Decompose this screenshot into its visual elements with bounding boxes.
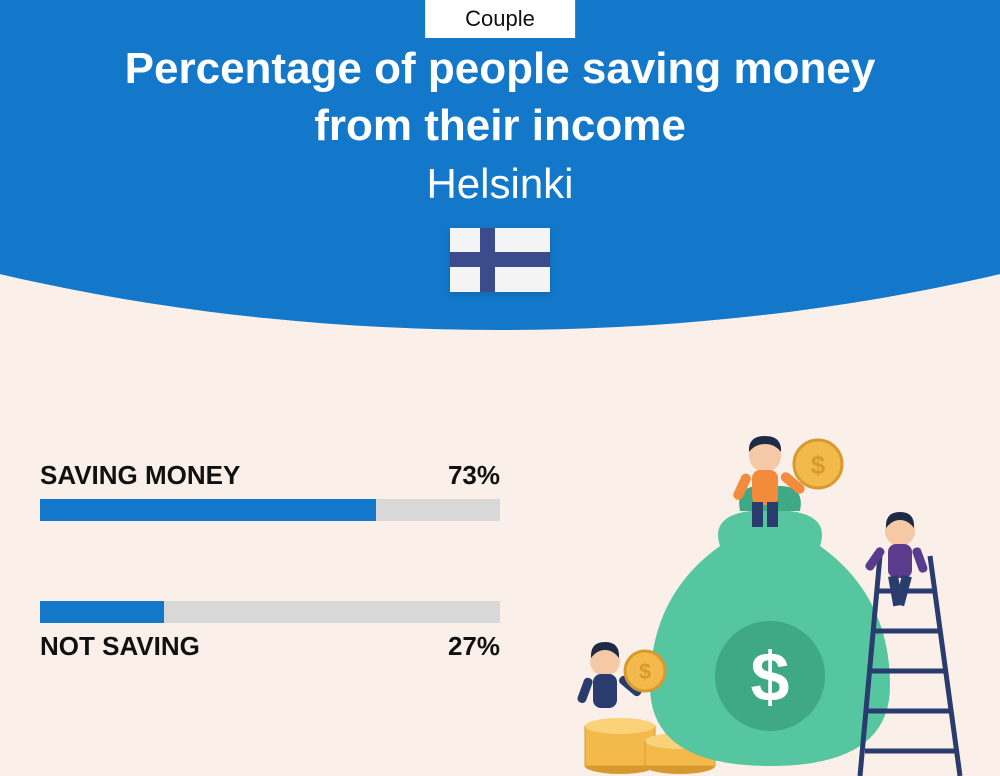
bar-track — [40, 499, 500, 521]
flag-horizontal-stripe — [450, 252, 550, 267]
title-block: Percentage of people saving money from t… — [0, 40, 1000, 292]
money-bag-icon: $ — [650, 486, 890, 766]
bar-label: NOT SAVING — [40, 631, 200, 662]
category-tag: Couple — [425, 0, 575, 38]
finland-flag-icon — [450, 228, 550, 292]
bar-fill — [40, 601, 164, 623]
bar-chart: SAVING MONEY 73% NOT SAVING 27% — [40, 460, 500, 742]
bar-track — [40, 601, 500, 623]
city-name: Helsinki — [0, 160, 1000, 208]
bar-header: NOT SAVING 27% — [40, 631, 500, 662]
title-line-2: from their income — [314, 101, 686, 150]
bar-not-saving: NOT SAVING 27% — [40, 601, 500, 662]
bar-fill — [40, 499, 376, 521]
main-title: Percentage of people saving money from t… — [0, 40, 1000, 154]
title-line-1: Percentage of people saving money — [125, 44, 876, 93]
bar-value: 27% — [448, 631, 500, 662]
svg-text:$: $ — [751, 638, 790, 716]
bar-header: SAVING MONEY 73% — [40, 460, 500, 491]
bar-value: 73% — [448, 460, 500, 491]
svg-text:$: $ — [811, 450, 826, 480]
bar-saving: SAVING MONEY 73% — [40, 460, 500, 521]
svg-text:$: $ — [639, 659, 651, 684]
bar-label: SAVING MONEY — [40, 460, 240, 491]
savings-illustration: $ $ $ — [560, 416, 980, 776]
